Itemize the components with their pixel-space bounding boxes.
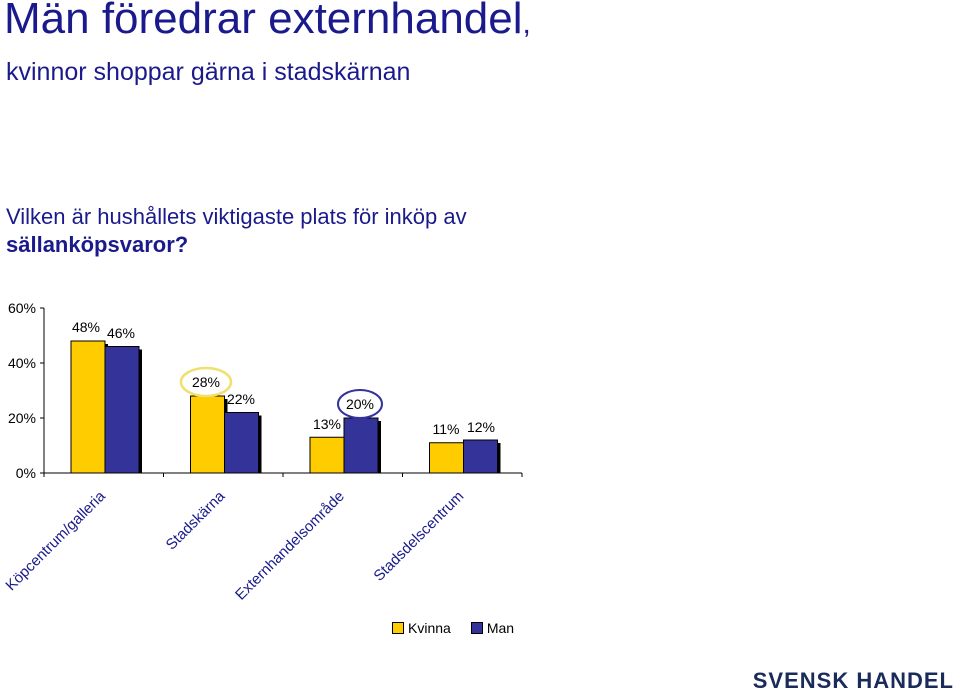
y-tick-label: 20% (8, 410, 36, 426)
bar-man (104, 346, 140, 474)
data-label: 11% (433, 421, 460, 437)
data-label: 46% (107, 325, 135, 341)
legend-label-man: Man (486, 620, 515, 636)
bar-kvinna (70, 340, 106, 474)
survey-question: Vilken är hushållets viktigaste plats fö… (6, 203, 526, 259)
highlight-oval-stadskarna (179, 366, 233, 398)
data-label: 20% (346, 396, 374, 412)
bar-man (463, 439, 498, 474)
bar-chart: 0% 20% 40% 60% Köpcentrum/galleria Stadskärna… (2, 300, 523, 604)
bar-man (343, 417, 379, 474)
y-tick-label: 40% (8, 355, 36, 371)
bar-man (224, 412, 259, 474)
bar-kvinna (429, 442, 464, 474)
legend-item-kvinna: Kvinna (392, 620, 451, 636)
y-tick-label: 60% (8, 300, 36, 316)
page-subtitle: kvinnor shoppar gärna i stadskärnan (6, 58, 411, 86)
data-label: 28% (192, 374, 220, 390)
x-tick-label: Stadskärna (163, 487, 229, 553)
page-title: Män föredrar externhandel, (4, 0, 531, 45)
data-label: 13% (313, 416, 341, 432)
data-label: 48% (72, 319, 100, 335)
chart-legend: Kvinna Man (392, 620, 528, 636)
title-text: Män föredrar externhandel (4, 0, 523, 43)
bar-kvinna (190, 395, 225, 474)
legend-swatch-man (470, 622, 483, 634)
bar-kvinna (309, 436, 345, 474)
title-comma: , (522, 7, 531, 40)
legend-label-kvinna: Kvinna (408, 620, 451, 636)
question-line-2: sällanköpsvaror? (6, 232, 189, 257)
x-tick-label: Köpcentrum/galleria (2, 487, 109, 594)
y-tick-label: 0% (16, 465, 36, 481)
data-label: 22% (227, 391, 255, 407)
legend-item-man: Man (470, 620, 515, 636)
question-line-1: Vilken är hushållets viktigaste plats fö… (6, 204, 467, 229)
x-tick-label: Stadsdelscentrum (370, 488, 467, 585)
data-label: 12% (467, 419, 495, 435)
x-tick-label: Externhandelsområde (232, 488, 348, 604)
highlight-oval-externhandel (337, 389, 383, 419)
legend-swatch-kvinna (392, 622, 404, 634)
svensk-handel-logo: SVENSK HANDEL (752, 668, 954, 693)
